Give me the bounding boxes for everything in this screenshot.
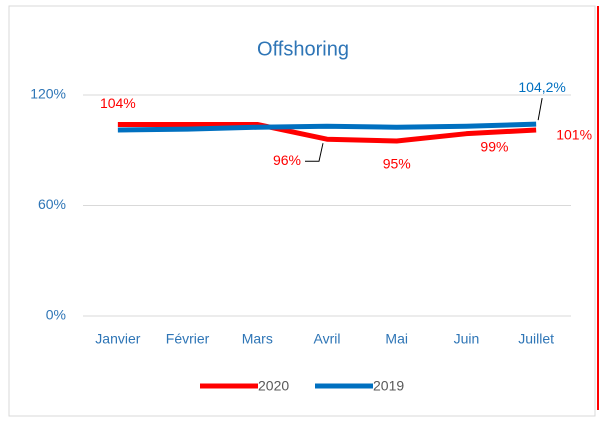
data-label: 99% — [480, 138, 508, 154]
data-label: 104% — [100, 95, 136, 111]
x-tick-label: Février — [166, 331, 210, 347]
x-tick-label: Juillet — [518, 331, 554, 347]
data-label: 104,2% — [518, 79, 565, 95]
legend-label: 2019 — [373, 378, 404, 394]
chart-title: Offshoring — [257, 38, 349, 60]
leader-line — [537, 98, 543, 121]
chart-frame — [8, 5, 596, 417]
x-tick-label: Mars — [242, 331, 273, 347]
x-tick-label: Mai — [385, 331, 408, 347]
x-tick-label: Janvier — [95, 331, 140, 347]
data-label: 95% — [383, 156, 411, 172]
data-label: 101% — [556, 127, 592, 143]
data-label: 96% — [273, 152, 301, 168]
leader-line — [305, 143, 324, 162]
data-line — [117, 121, 537, 144]
data-line — [117, 121, 537, 133]
y-tick-label: 60% — [38, 196, 66, 212]
x-tick-label: Avril — [314, 331, 341, 347]
legend-label: 2020 — [258, 378, 289, 394]
x-tick-label: Juin — [454, 331, 480, 347]
y-tick-label: 120% — [30, 86, 66, 102]
y-tick-label: 0% — [46, 307, 66, 323]
